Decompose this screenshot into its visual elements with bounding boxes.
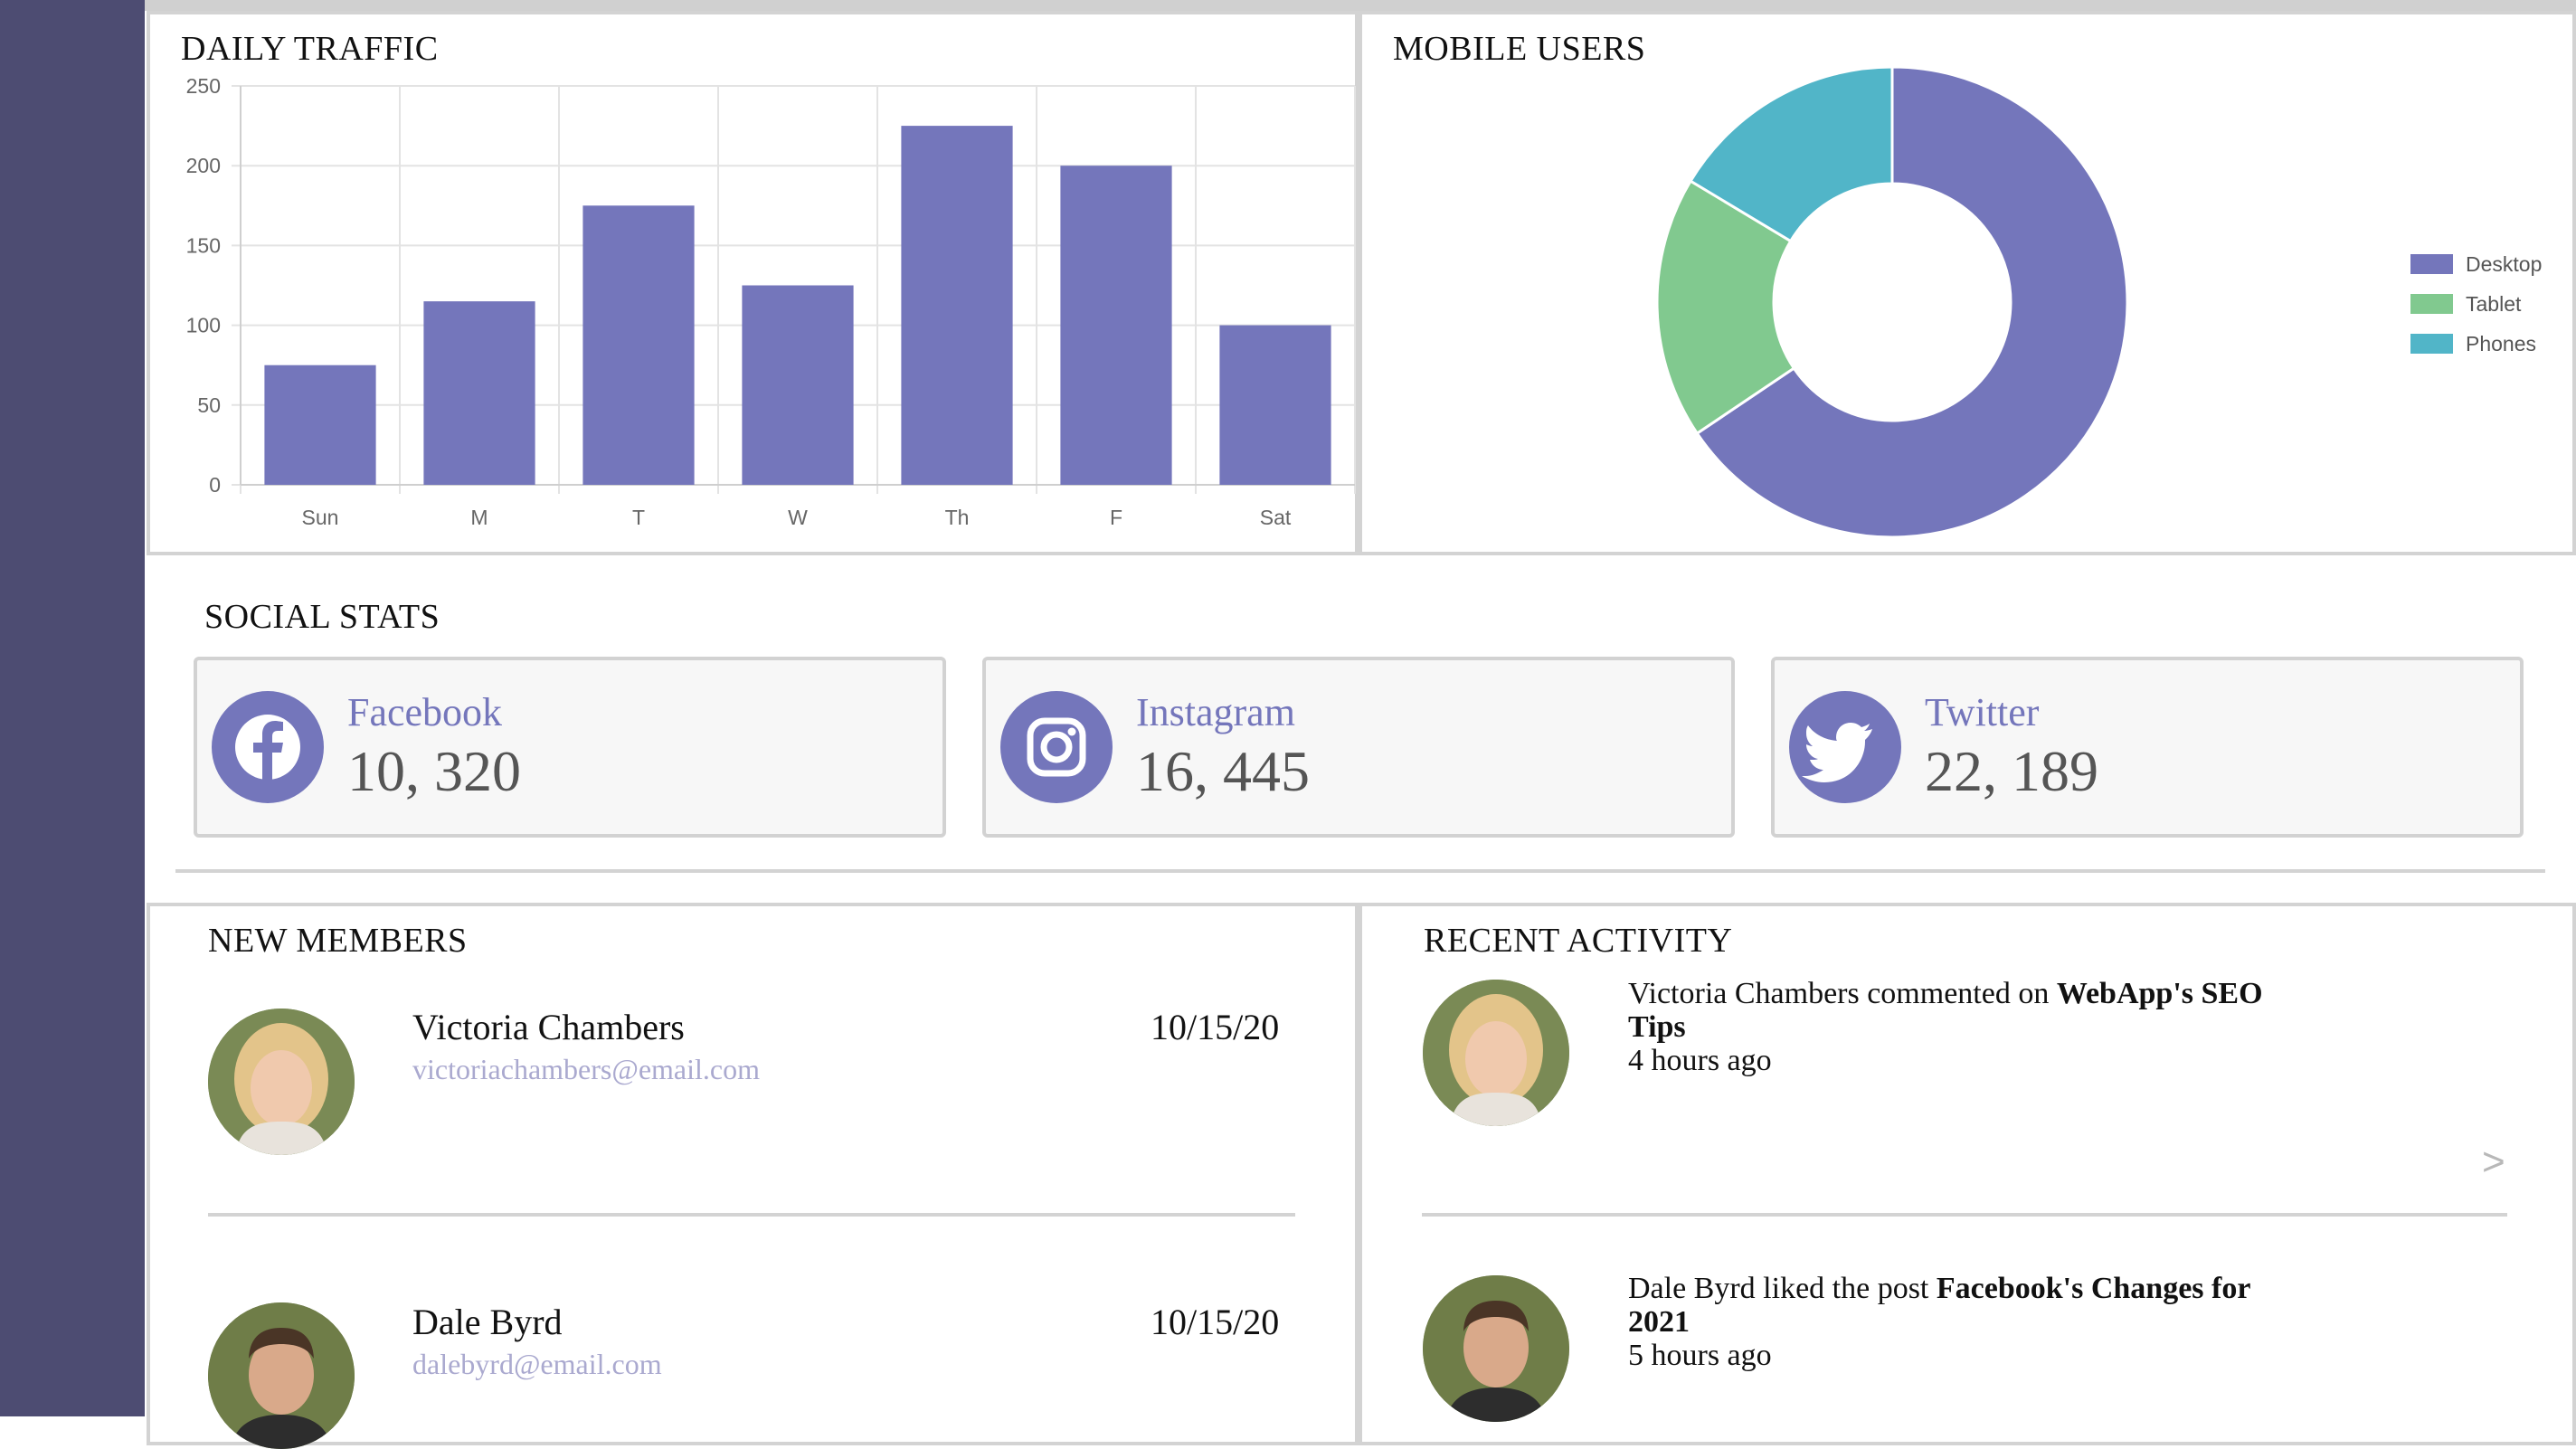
activity-text-plain: Dale Byrd liked the post	[1628, 1272, 1937, 1305]
y-tick-label: 250	[186, 74, 221, 98]
avatar	[208, 1009, 355, 1155]
legend-item-tablet[interactable]: Tablet	[2410, 284, 2542, 324]
slice-phones[interactable]	[1689, 65, 1894, 243]
top-border	[145, 0, 2576, 11]
facebook-card[interactable]: Facebook 10, 320	[194, 657, 946, 838]
member-name: Victoria Chambers	[412, 1007, 685, 1047]
instagram-icon	[1000, 691, 1113, 803]
legend-item-desktop[interactable]: Desktop	[2410, 244, 2542, 284]
social-name: Instagram	[1136, 690, 1295, 734]
legend-label: Desktop	[2466, 251, 2543, 276]
avatar	[208, 1302, 355, 1449]
social-stats-title: SOCIAL STATS	[204, 598, 440, 636]
legend-swatch	[2410, 254, 2453, 274]
twitter-card[interactable]: Twitter 22, 189	[1771, 657, 2524, 838]
slice-desktop[interactable]	[1695, 65, 2129, 539]
chevron-right-icon[interactable]: >	[2482, 1140, 2505, 1184]
legend-label: Tablet	[2466, 291, 2522, 316]
mobile-users-legend: Desktop Tablet Phones	[2410, 244, 2542, 364]
legend-swatch	[2410, 334, 2453, 354]
section-divider	[175, 869, 2545, 873]
activity-time: 5 hours ago	[1628, 1339, 1772, 1372]
member-email[interactable]: victoriachambers@email.com	[412, 1053, 760, 1085]
y-tick-label: 0	[209, 473, 221, 497]
bar-t[interactable]	[582, 205, 695, 486]
member-date: 10/15/20	[1151, 1007, 1280, 1047]
twitter-icon	[1789, 691, 1901, 803]
new-members-title: NEW MEMBERS	[208, 922, 468, 960]
legend-swatch	[2410, 294, 2453, 314]
instagram-card[interactable]: Instagram 16, 445	[982, 657, 1735, 838]
x-tick-label: Sat	[1260, 506, 1292, 529]
activity-divider	[1422, 1213, 2507, 1217]
y-tick-label: 100	[186, 314, 221, 337]
mobile-users-title: MOBILE USERS	[1393, 30, 1646, 68]
x-tick-label: W	[788, 506, 808, 529]
x-tick-label: M	[470, 506, 488, 529]
avatar	[1423, 980, 1569, 1126]
bar-w[interactable]	[742, 285, 854, 486]
daily-traffic-title: DAILY TRAFFIC	[181, 30, 439, 68]
member-name: Dale Byrd	[412, 1302, 563, 1342]
member-divider	[208, 1213, 1295, 1217]
social-count: 16, 445	[1136, 739, 1310, 803]
activity-text: Dale Byrd liked the post Facebook's Chan…	[1628, 1272, 2279, 1339]
activity-text-plain: Victoria Chambers commented on	[1628, 977, 2057, 1010]
social-count: 10, 320	[347, 739, 521, 803]
y-tick-label: 150	[186, 233, 221, 257]
mobile-users-donut-chart	[1655, 65, 2129, 539]
social-count: 22, 189	[1925, 739, 2098, 803]
facebook-icon	[212, 691, 324, 803]
activity-text: Victoria Chambers commented on WebApp's …	[1628, 977, 2279, 1044]
legend-item-phones[interactable]: Phones	[2410, 324, 2542, 364]
y-tick-label: 50	[197, 393, 221, 417]
sidebar	[0, 0, 145, 1416]
slice-tablet[interactable]	[1655, 179, 1796, 436]
bar-sun[interactable]	[264, 365, 376, 485]
activity-post-link[interactable]: WebApp's SEO Tips	[1628, 977, 2263, 1044]
y-tick-label: 200	[186, 154, 221, 177]
social-name: Facebook	[347, 690, 503, 734]
recent-activity-title: RECENT ACTIVITY	[1424, 922, 1733, 960]
activity-post-link[interactable]: Facebook's Changes for 2021	[1628, 1272, 2250, 1339]
bar-th[interactable]	[901, 126, 1013, 485]
legend-label: Phones	[2466, 331, 2537, 355]
x-tick-label: F	[1110, 506, 1122, 529]
daily-traffic-chart: 0 50 100 150 200 250 Sun M T W Th F Sat	[186, 74, 1356, 529]
member-date: 10/15/20	[1151, 1302, 1280, 1342]
x-tick-label: Sun	[302, 506, 339, 529]
bar-m[interactable]	[423, 301, 535, 485]
bar-f[interactable]	[1060, 166, 1172, 485]
social-name: Twitter	[1925, 690, 2040, 734]
member-email[interactable]: dalebyrd@email.com	[412, 1348, 662, 1380]
x-tick-label: Th	[945, 506, 970, 529]
activity-time: 4 hours ago	[1628, 1044, 1772, 1077]
bar-sat[interactable]	[1219, 325, 1331, 485]
avatar	[1423, 1275, 1569, 1422]
x-tick-label: T	[632, 506, 645, 529]
